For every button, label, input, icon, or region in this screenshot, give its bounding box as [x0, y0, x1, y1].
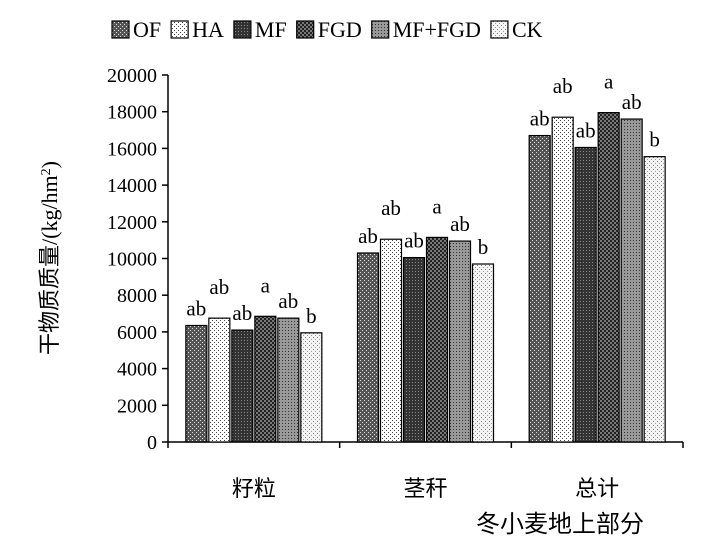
x-axis-title: 冬小麦地上部分 — [476, 511, 644, 538]
y-tick-label: 10000 — [107, 249, 157, 271]
bar-data-label: b — [478, 235, 489, 259]
x-axis: 籽粒 茎秆 总计 — [167, 441, 684, 501]
legend-swatch — [371, 20, 390, 39]
bar — [356, 252, 380, 443]
bar-data-label: ab — [530, 107, 550, 131]
bar — [425, 236, 449, 443]
y-tick-label: 6000 — [117, 322, 157, 344]
legend-label: HA — [192, 17, 224, 42]
y-tick-label: 20000 — [107, 65, 157, 87]
bar — [597, 112, 620, 443]
bar-data-label: ab — [358, 224, 378, 248]
bar — [277, 317, 300, 443]
bar-data-label: ab — [278, 289, 298, 313]
bar — [254, 315, 277, 443]
bar-data-label: ab — [209, 275, 229, 299]
bar-data-label: ab — [553, 74, 573, 98]
legend-swatch — [490, 20, 509, 39]
legend-swatch — [170, 20, 189, 39]
legend-item: FGD — [296, 17, 362, 42]
legend-label: MF+FGD — [393, 17, 481, 42]
bar-data-label: a — [604, 70, 614, 94]
y-axis: 0 2000 4000 6000 8000 10000 12000 14000 16000 180… — [107, 65, 169, 454]
bar-data-label: ab — [450, 212, 470, 236]
bar — [231, 329, 254, 443]
bar — [300, 332, 323, 443]
bar — [208, 317, 231, 443]
legend-label: CK — [512, 17, 543, 42]
x-tick-label: 籽粒 — [232, 476, 276, 501]
bar-data-label: ab — [232, 301, 252, 325]
bar — [379, 238, 403, 443]
bar-data-label: a — [432, 194, 442, 218]
bar — [620, 118, 643, 443]
bar-data-label: ab — [381, 196, 401, 220]
y-axis-title-close: ) — [37, 161, 62, 168]
bar — [528, 134, 551, 443]
y-tick-label: 8000 — [117, 285, 157, 307]
bar — [551, 116, 574, 443]
bar — [185, 324, 208, 443]
bar-data-label: ab — [186, 296, 206, 320]
bar — [643, 156, 666, 443]
y-tick-label: 4000 — [117, 359, 157, 381]
legend-item: HA — [170, 17, 224, 42]
y-tick-label: 18000 — [107, 102, 157, 124]
legend-item: CK — [490, 17, 543, 42]
legend-label: MF — [255, 17, 287, 42]
bar-data-label: a — [261, 273, 271, 297]
y-axis-title: 干物质质量/(kg/hm2) — [37, 161, 62, 355]
bar-data-label: ab — [576, 118, 596, 142]
bar — [402, 256, 426, 443]
y-tick-label: 0 — [147, 432, 157, 454]
x-tick-label: 茎秆 — [403, 476, 447, 501]
bar-data-label: b — [306, 304, 317, 328]
bar-data-label: ab — [404, 229, 424, 253]
legend-swatch — [111, 20, 130, 39]
legend-item: OF — [111, 17, 161, 42]
legend: OF HA MF FGD MF+FGD CK — [111, 17, 543, 42]
y-tick-label: 2000 — [117, 395, 157, 417]
legend-label: FGD — [318, 17, 362, 42]
y-tick-label: 14000 — [107, 175, 157, 197]
y-tick-label: 16000 — [107, 138, 157, 160]
bar — [448, 240, 472, 443]
y-axis-title-main: 干物质质量/(kg/hm — [37, 175, 62, 355]
x-tick-label: 总计 — [575, 476, 619, 501]
bar-data-label: ab — [622, 90, 642, 114]
y-axis-title-sup: 2 — [39, 168, 54, 175]
legend-label: OF — [133, 17, 161, 42]
legend-item: MF+FGD — [371, 17, 481, 42]
bar-data-label: b — [649, 128, 660, 152]
bar — [574, 146, 597, 443]
legend-swatch — [296, 20, 315, 39]
bars — [185, 112, 666, 443]
bar — [471, 263, 495, 443]
y-tick-label: 12000 — [107, 212, 157, 234]
legend-item: MF — [233, 17, 287, 42]
legend-swatch — [233, 20, 252, 39]
